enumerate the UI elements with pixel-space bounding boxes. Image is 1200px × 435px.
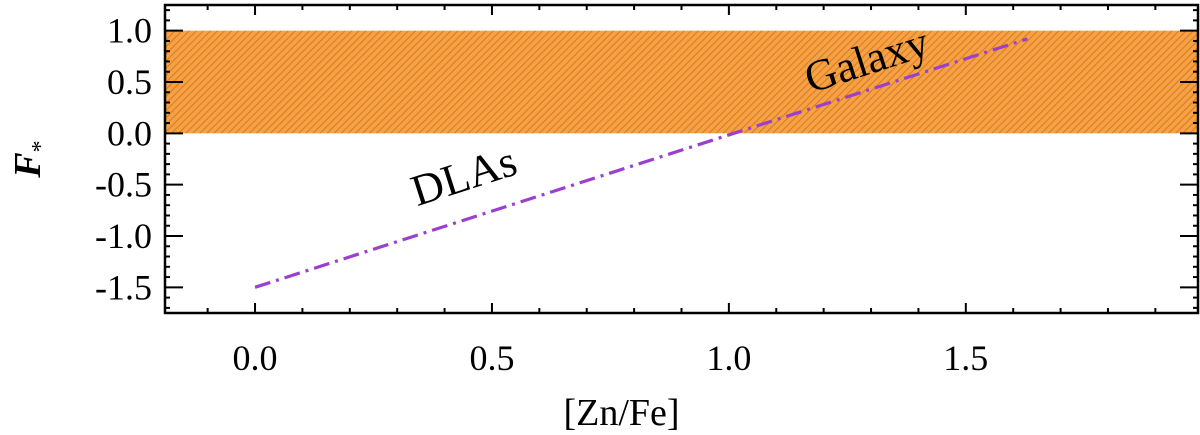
band-layer [165, 30, 1198, 134]
tick-label-layer: 0.0 0.5 1.0 1.5 1.0 0.5 0.0 -0.5 -1.0 -1.5 [95, 11, 988, 378]
y-axis-label-subscript: * [28, 140, 54, 152]
y-axis-label: F* [7, 140, 54, 178]
x-tick-label: 0.0 [233, 338, 278, 378]
x-tick-label: 0.5 [469, 338, 514, 378]
y-tick-label: -0.5 [95, 165, 152, 205]
y-tick-label: -1.5 [95, 267, 152, 307]
y-tick-label: 1.0 [107, 11, 152, 51]
y-axis-label-main: F [7, 152, 49, 178]
x-axis-label: [Zn/Fe] [563, 392, 679, 434]
y-tick-label: -1.0 [95, 216, 152, 256]
shaded-band [165, 30, 1198, 134]
x-tick-label: 1.5 [943, 338, 988, 378]
x-tick-label: 1.0 [706, 338, 751, 378]
tick-layer [165, 5, 1198, 313]
series-layer [254, 37, 1028, 289]
y-tick-label: 0.5 [107, 62, 152, 102]
annotation-0: DLAs [405, 136, 522, 216]
series-line-0 [254, 37, 1028, 289]
y-tick-label: 0.0 [107, 113, 152, 153]
